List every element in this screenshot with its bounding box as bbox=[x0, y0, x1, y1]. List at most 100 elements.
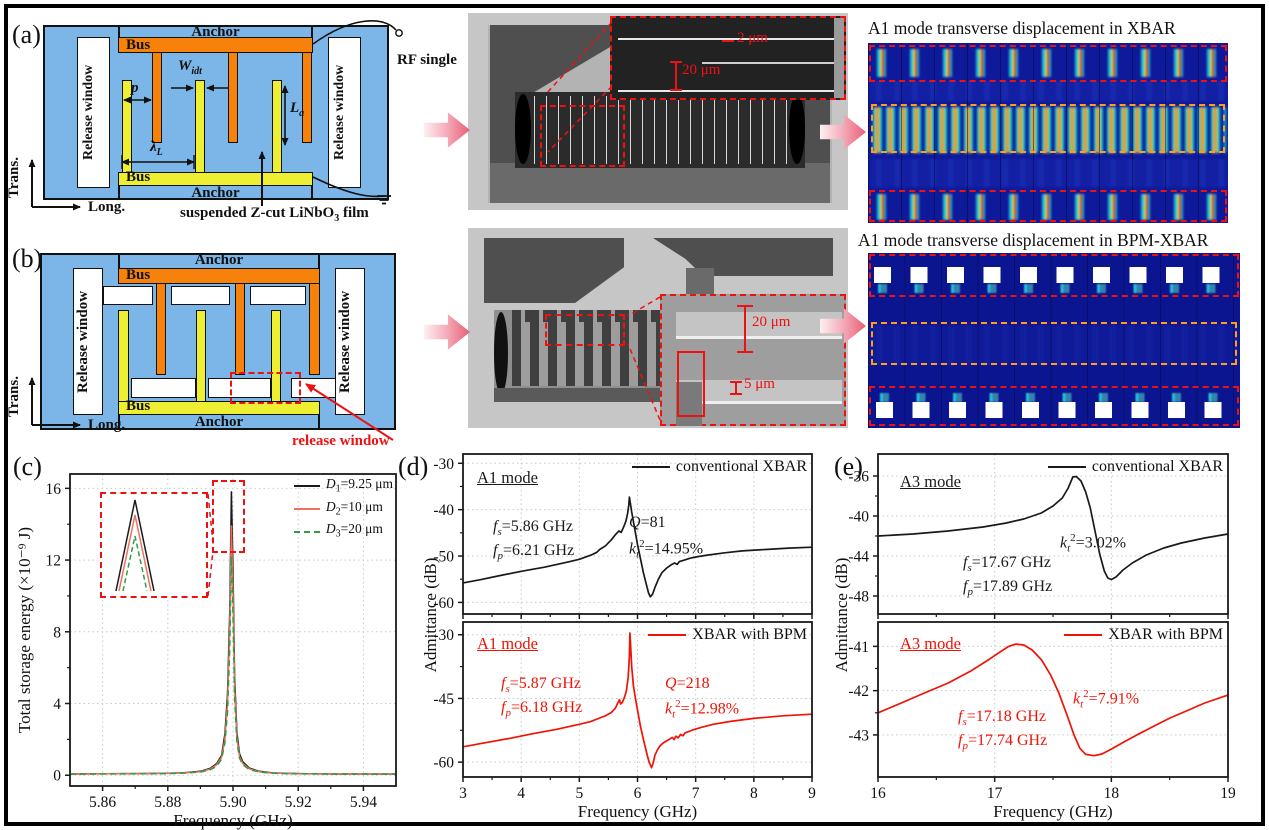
svg-text:-30: -30 bbox=[433, 627, 454, 644]
svg-text:-50: -50 bbox=[433, 549, 454, 566]
release-window-slot bbox=[208, 378, 271, 398]
aperture-dimension-label: La bbox=[290, 100, 305, 119]
panel-c-label: (c) bbox=[13, 452, 42, 481]
svg-text:5.90: 5.90 bbox=[219, 794, 246, 811]
chart-admittance-a1-bpm: 3 4 5 6 7 8 9 -30 -45 -60 Frequency (GHz) A1 mode … bbox=[433, 621, 816, 821]
edge-region-box bbox=[869, 254, 1239, 297]
figure-border bbox=[4, 4, 1265, 826]
anchor-bottom-label: Anchor bbox=[194, 414, 244, 430]
annotation-fp: fp=17.89 GHz bbox=[963, 578, 1053, 599]
idt-finger bbox=[235, 283, 245, 375]
sem-scale-5um: 5 μm bbox=[744, 376, 775, 392]
sem-zoom-source-box bbox=[545, 314, 625, 346]
long-axis-label: Long. bbox=[88, 199, 126, 215]
chart-canvas-c: 5.86 5.88 5.90 5.92 5.94 0 4 8 12 16 Frequency (GH… bbox=[15, 473, 397, 830]
svg-text:5.88: 5.88 bbox=[154, 794, 181, 811]
edge-region-box bbox=[869, 190, 1227, 222]
legend-d2: XBAR with BPM bbox=[648, 625, 807, 645]
svg-text:8: 8 bbox=[750, 785, 758, 802]
svg-text:3: 3 bbox=[459, 785, 467, 802]
legend-label: D3=20 μm bbox=[325, 521, 383, 541]
annotation-fs: fs=5.87 GHz bbox=[501, 675, 581, 696]
release-window-callout: release window bbox=[292, 433, 390, 449]
active-region-box bbox=[871, 104, 1225, 153]
svg-text:Frequency (GHz): Frequency (GHz) bbox=[993, 802, 1112, 821]
chart-admittance-a3-bpm: 16 17 18 19 -41 -42 -43 Frequency (GHz) A3 mode… bbox=[848, 621, 1236, 821]
edge-region-box bbox=[869, 386, 1239, 426]
annotation-fp: fp=6.21 GHz bbox=[493, 542, 575, 563]
legend-label: conventional XBAR bbox=[675, 458, 807, 475]
panel-a-label: (a) bbox=[12, 20, 41, 49]
legend-line-swatch bbox=[293, 530, 320, 533]
svg-text:5.86: 5.86 bbox=[89, 794, 116, 811]
sem-scale-2um: 2 μm bbox=[737, 30, 768, 46]
svg-text:Total storage energy (×10⁻⁹ J): Total storage energy (×10⁻⁹ J) bbox=[15, 527, 34, 733]
idt-width-dimension-label: Widt bbox=[178, 58, 202, 77]
idt-finger bbox=[302, 52, 312, 143]
svg-text:-36: -36 bbox=[848, 469, 869, 486]
legend-d1: conventional XBAR bbox=[631, 457, 807, 477]
chart-admittance-a1-conventional: -30 -40 -50 -60 Admittance (dB) A1 mode fs=5… bbox=[421, 453, 813, 672]
svg-text:-44: -44 bbox=[848, 549, 869, 566]
anchor-divider bbox=[118, 253, 120, 268]
legend-line-swatch bbox=[648, 634, 687, 636]
annotation-fs: fs=5.86 GHz bbox=[493, 518, 573, 539]
mode-image-bpm-xbar bbox=[868, 253, 1240, 428]
release-window-left bbox=[73, 268, 103, 415]
anchor-divider bbox=[118, 415, 120, 428]
mode-image-xbar bbox=[868, 43, 1228, 223]
annotation-q: Q=81 bbox=[629, 514, 666, 531]
annotation-fs: fs=17.67 GHz bbox=[963, 554, 1051, 575]
bottom-bus bbox=[118, 172, 313, 186]
legend-line-swatch bbox=[1064, 634, 1103, 636]
idt-finger bbox=[195, 80, 205, 173]
legend-e2: XBAR with BPM bbox=[1064, 625, 1223, 645]
svg-text:Admittance (dB): Admittance (dB) bbox=[421, 558, 440, 673]
svg-text:12: 12 bbox=[46, 553, 62, 570]
anchor-divider bbox=[118, 186, 120, 200]
legend-label: D2=10 μm bbox=[325, 498, 383, 518]
legend-e1: conventional XBAR bbox=[1047, 457, 1223, 477]
mode-title-xbar: A1 mode transverse displacement in XBAR bbox=[868, 18, 1176, 38]
mode-label: A3 mode bbox=[900, 472, 961, 491]
annotation-fp: fp=17.74 GHz bbox=[958, 732, 1048, 753]
top-bus bbox=[118, 37, 313, 53]
svg-text:0: 0 bbox=[53, 768, 61, 785]
legend-label: conventional XBAR bbox=[1091, 458, 1223, 475]
release-window-left-label: Release window bbox=[75, 290, 91, 393]
trans-axis-label: Trans. bbox=[6, 157, 22, 199]
annotation-kt2: kt2=3.02% bbox=[1060, 532, 1127, 555]
idt-finger bbox=[272, 80, 282, 173]
idt-finger bbox=[228, 52, 238, 143]
svg-text:Frequency (GHz): Frequency (GHz) bbox=[173, 811, 292, 830]
legend-line-swatch bbox=[293, 485, 320, 488]
svg-text:5: 5 bbox=[575, 785, 583, 802]
sem-image-xbar bbox=[468, 13, 848, 210]
top-bus-label: Bus bbox=[126, 37, 151, 53]
idt-finger bbox=[196, 310, 206, 403]
active-region-box bbox=[871, 322, 1237, 365]
svg-text:6: 6 bbox=[634, 785, 642, 802]
anchor-top-label: Anchor bbox=[194, 252, 244, 268]
svg-text:-60: -60 bbox=[433, 755, 454, 772]
svg-text:5.94: 5.94 bbox=[350, 794, 377, 811]
legend-line-swatch bbox=[293, 508, 320, 511]
svg-text:4: 4 bbox=[53, 696, 61, 713]
anchor-divider bbox=[311, 186, 313, 200]
panel-d-label: (d) bbox=[398, 452, 429, 481]
svg-text:-40: -40 bbox=[848, 509, 869, 526]
annotation-fp: fp=6.18 GHz bbox=[501, 699, 583, 720]
anchor-divider bbox=[311, 25, 313, 37]
sem-image-bpm-xbar bbox=[468, 228, 848, 428]
svg-text:Admittance (dB): Admittance (dB) bbox=[832, 558, 851, 673]
mode-label: A3 mode bbox=[900, 634, 961, 653]
mode-title-bpm-xbar: A1 mode transverse displacement in BPM-X… bbox=[858, 230, 1209, 250]
legend-label: XBAR with BPM bbox=[1108, 626, 1223, 643]
svg-text:-43: -43 bbox=[848, 727, 869, 744]
mode-label: A1 mode bbox=[477, 468, 538, 487]
anchor-divider bbox=[118, 25, 120, 37]
release-window-right bbox=[328, 37, 361, 188]
idt-finger bbox=[309, 283, 320, 375]
svg-text:-60: -60 bbox=[433, 595, 454, 612]
svg-text:16: 16 bbox=[46, 481, 62, 498]
